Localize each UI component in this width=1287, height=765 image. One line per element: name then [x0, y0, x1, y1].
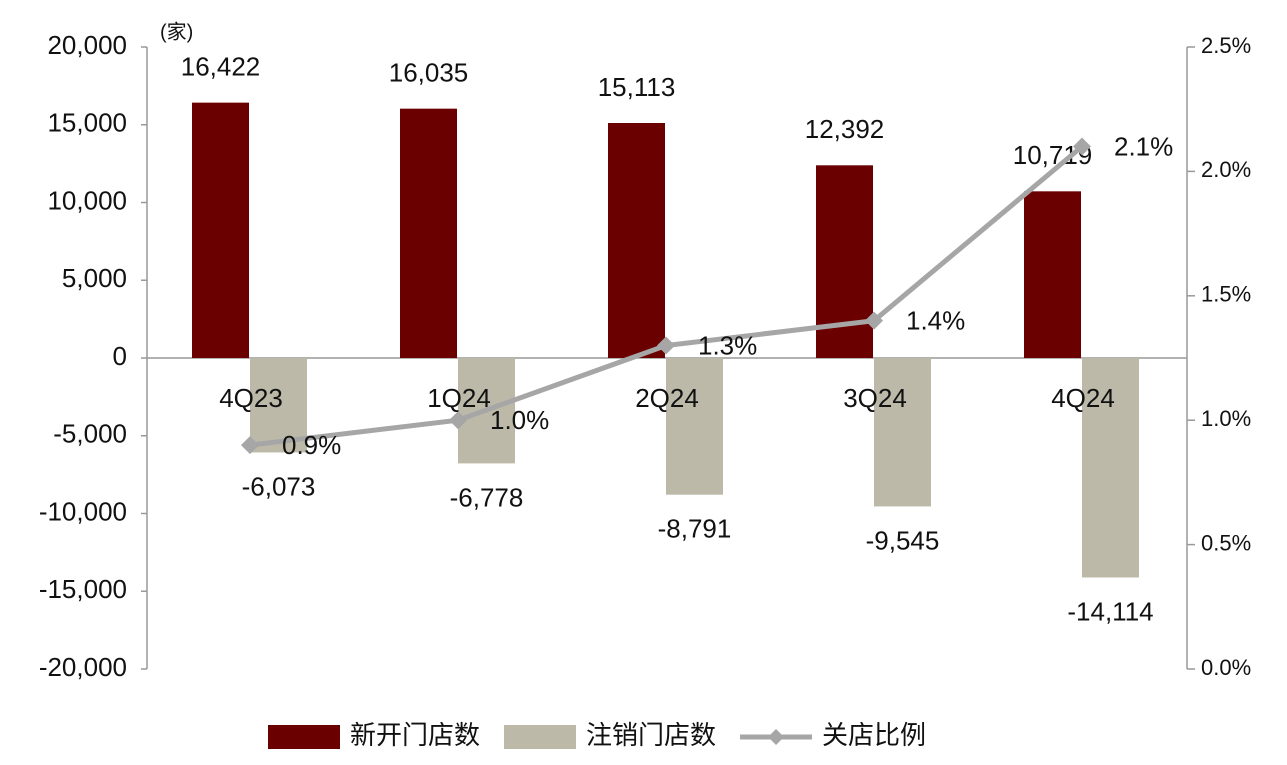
data-label: -14,114	[1067, 596, 1153, 626]
data-label: 0.9%	[282, 430, 341, 460]
bar	[874, 358, 931, 507]
data-label: 15,113	[598, 72, 676, 102]
data-label: -9,545	[866, 525, 940, 555]
data-label: 1.3%	[698, 330, 757, 360]
data-label: 16,035	[389, 58, 469, 88]
y2-tick-label: 1.5%	[1201, 282, 1251, 307]
bar	[1024, 191, 1081, 358]
y-tick-label: -10,000	[39, 496, 127, 526]
line-marker	[449, 411, 467, 430]
y2-tick-label: 1.0%	[1201, 406, 1251, 431]
y2-tick-label: 0.5%	[1201, 530, 1251, 555]
data-label: 12,392	[805, 114, 885, 144]
x-tick-label: 4Q24	[1051, 383, 1115, 413]
y2-tick-label: 2.5%	[1201, 33, 1251, 58]
y-tick-label: 15,000	[47, 108, 127, 138]
line-marker	[657, 336, 675, 355]
data-label: 1.0%	[490, 405, 549, 435]
x-tick-label: 3Q24	[843, 383, 907, 413]
y2-tick-label: 0.0%	[1201, 655, 1251, 680]
legend-label: 注销门店数	[586, 720, 716, 750]
y-tick-label: 20,000	[47, 30, 127, 60]
legend-swatch	[504, 725, 577, 749]
bar	[666, 358, 723, 495]
y-tick-label: -20,000	[39, 652, 127, 682]
data-label: 16,422	[181, 52, 261, 82]
bar	[1082, 358, 1139, 578]
line-marker	[241, 436, 259, 455]
data-label: -6,778	[450, 482, 524, 512]
y-tick-label: -15,000	[39, 574, 127, 604]
y-tick-label: -5,000	[53, 419, 127, 449]
data-label: 1.4%	[906, 306, 965, 336]
legend-swatch	[268, 725, 340, 749]
line-marker	[865, 311, 883, 330]
legend-label: 关店比例	[822, 720, 926, 750]
x-tick-label: 1Q24	[427, 383, 491, 413]
data-label: -6,073	[242, 471, 316, 501]
data-label: -8,791	[658, 514, 732, 544]
y-tick-label: 0	[113, 341, 127, 371]
line-marker	[1073, 137, 1091, 156]
x-tick-label: 4Q23	[219, 383, 283, 413]
data-label: 2.1%	[1114, 131, 1173, 161]
bar	[400, 108, 457, 358]
y-tick-label: 10,000	[47, 185, 127, 215]
y-tick-label: 5,000	[62, 263, 127, 293]
unit-label: (家)	[160, 20, 193, 43]
bar	[192, 102, 249, 358]
bar	[250, 358, 307, 453]
y2-tick-label: 2.0%	[1201, 157, 1251, 182]
x-tick-label: 2Q24	[635, 383, 699, 413]
bar	[608, 122, 665, 358]
legend-label: 新开门店数	[350, 720, 480, 750]
legend-swatch	[768, 729, 785, 745]
